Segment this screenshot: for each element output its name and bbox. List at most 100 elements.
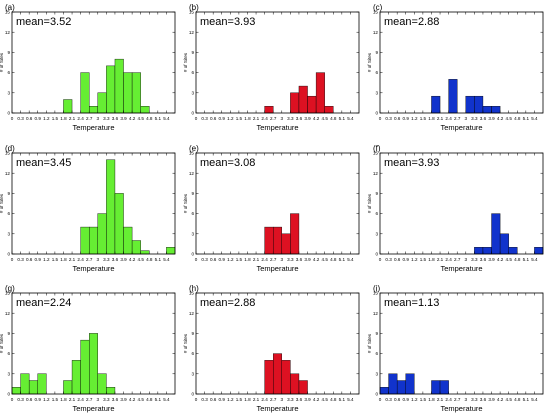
histogram-bar <box>89 333 98 395</box>
histogram-bar <box>80 339 90 395</box>
y-tick-label: 6 <box>191 211 194 216</box>
y-tick-label: 3 <box>375 371 378 376</box>
panel-label: (d) <box>5 144 15 153</box>
x-tick-label: 0 <box>379 397 382 402</box>
y-tick-label: 12 <box>5 171 11 176</box>
y-tick-label: 0 <box>7 252 10 257</box>
x-tick-label: 2.7 <box>454 257 461 262</box>
x-tick-label: 2.4 <box>445 257 452 262</box>
y-axis-label: # of Sites <box>367 52 372 72</box>
x-tick-label: 2.1 <box>253 116 260 121</box>
x-tick-label: 0.3 <box>201 116 208 121</box>
y-tick-label: 9 <box>7 331 10 336</box>
x-tick-label: 1.2 <box>43 257 50 262</box>
plot-frame <box>379 292 544 395</box>
x-tick-label: 3 <box>281 257 284 262</box>
x-tick-label: 3.3 <box>103 257 110 262</box>
y-tick-label: 6 <box>375 211 378 216</box>
x-tick-label: 1.2 <box>411 257 418 262</box>
x-tick-label: 0.9 <box>403 116 410 121</box>
histogram-bar <box>20 373 30 395</box>
y-tick-label: 6 <box>191 351 194 356</box>
x-tick-label: 4.2 <box>129 116 136 121</box>
x-tick-label: 3.9 <box>488 397 495 402</box>
x-tick-label: 1.2 <box>43 116 50 121</box>
x-tick-label: 3.9 <box>120 397 127 402</box>
x-tick-label: 3.3 <box>287 397 294 402</box>
x-tick-label: 0.9 <box>35 116 42 121</box>
x-tick-label: 4.8 <box>514 257 521 262</box>
y-tick-label: 0 <box>191 111 194 116</box>
y-tick-label: 15 <box>5 151 11 156</box>
histogram-bar <box>97 373 107 395</box>
y-tick-label: 0 <box>375 392 378 397</box>
x-tick-label: 2.4 <box>77 116 84 121</box>
x-tick-label: 0 <box>11 397 14 402</box>
histogram-bar <box>379 387 389 395</box>
histogram-bar <box>131 72 141 114</box>
y-tick-label: 3 <box>375 231 378 236</box>
mean-annotation: mean=3.45 <box>16 157 71 169</box>
y-tick-label: 15 <box>5 291 11 296</box>
histogram-bar <box>405 373 415 395</box>
y-axis-label: # of Sites <box>183 52 188 72</box>
x-tick-label: 5.1 <box>155 397 162 402</box>
x-tick-label: 4.8 <box>146 257 153 262</box>
x-tick-label: 3 <box>465 116 468 121</box>
x-tick-label: 1.8 <box>428 397 435 402</box>
x-tick-label: 1.5 <box>236 257 243 262</box>
x-tick-label: 0.3 <box>17 116 24 121</box>
mean-annotation: mean=3.93 <box>200 16 255 28</box>
x-tick-label: 4.5 <box>505 116 512 121</box>
histogram-bar <box>508 247 518 255</box>
x-tick-label: 1.2 <box>227 116 234 121</box>
y-tick-label: 15 <box>5 10 11 15</box>
x-tick-label: 4.8 <box>330 257 337 262</box>
x-tick-label: 0 <box>379 257 382 262</box>
x-axis-label: Temperature <box>440 123 482 132</box>
histogram-bar <box>140 250 150 255</box>
histogram-bar <box>273 226 282 255</box>
x-tick-label: 4.5 <box>137 257 144 262</box>
y-axis-label: # of Sites <box>183 193 188 213</box>
x-tick-label: 3.6 <box>112 397 119 402</box>
x-tick-label: 1.8 <box>60 116 67 121</box>
histogram-bar <box>474 247 484 255</box>
x-tick-label: 3.3 <box>287 116 294 121</box>
x-tick-label: 4.8 <box>330 116 337 121</box>
y-tick-label: 15 <box>373 10 379 15</box>
x-tick-label: 5.4 <box>163 257 170 262</box>
x-tick-label: 5.1 <box>155 116 162 121</box>
x-tick-label: 3 <box>97 257 100 262</box>
x-tick-label: 3.6 <box>296 257 303 262</box>
y-tick-label: 12 <box>5 30 11 35</box>
x-tick-label: 1.2 <box>411 397 418 402</box>
x-tick-label: 4.5 <box>321 397 328 402</box>
x-tick-label: 3.3 <box>471 257 478 262</box>
x-tick-label: 1.5 <box>52 257 59 262</box>
x-tick-label: 4.8 <box>146 116 153 121</box>
x-tick-label: 3.9 <box>488 257 495 262</box>
histogram-bar <box>11 387 21 395</box>
histogram-bar <box>499 233 509 255</box>
x-tick-label: 0.3 <box>385 257 392 262</box>
histogram-bar <box>281 360 291 395</box>
mean-annotation: mean=3.52 <box>16 16 71 28</box>
histogram-bar <box>474 95 484 114</box>
x-tick-label: 0.3 <box>17 397 24 402</box>
x-tick-label: 3.6 <box>480 397 487 402</box>
x-tick-label: 5.4 <box>531 116 538 121</box>
x-tick-label: 4.5 <box>137 397 144 402</box>
x-tick-label: 0.9 <box>35 257 42 262</box>
y-tick-label: 6 <box>191 70 194 75</box>
x-tick-label: 5.1 <box>339 257 346 262</box>
mean-annotation: mean=3.93 <box>384 157 439 169</box>
x-tick-label: 4.8 <box>146 397 153 402</box>
y-axis-label: # of Sites <box>367 333 372 353</box>
histogram-bar <box>290 92 300 114</box>
x-tick-label: 0.9 <box>219 257 226 262</box>
x-tick-label: 3.9 <box>304 397 311 402</box>
y-tick-label: 9 <box>191 50 194 55</box>
x-tick-label: 0.9 <box>35 397 42 402</box>
